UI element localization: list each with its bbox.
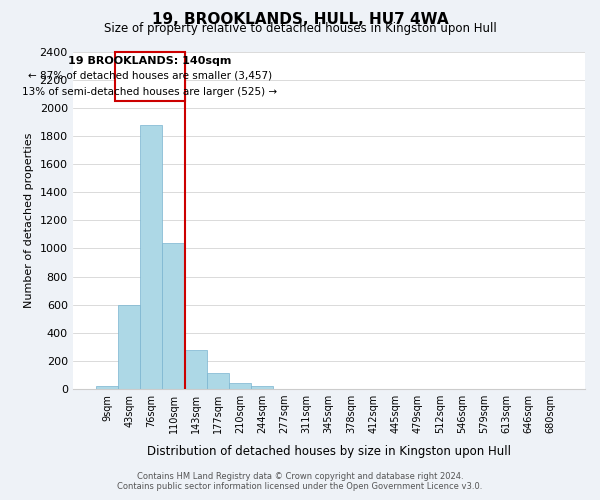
Bar <box>118 304 140 389</box>
Text: ← 87% of detached houses are smaller (3,457): ← 87% of detached houses are smaller (3,… <box>28 70 272 81</box>
Bar <box>140 124 163 389</box>
Bar <box>185 350 207 389</box>
Text: Size of property relative to detached houses in Kingston upon Hull: Size of property relative to detached ho… <box>104 22 496 35</box>
Y-axis label: Number of detached properties: Number of detached properties <box>24 132 34 308</box>
Text: 19 BROOKLANDS: 140sqm: 19 BROOKLANDS: 140sqm <box>68 56 232 66</box>
Bar <box>207 373 229 389</box>
FancyBboxPatch shape <box>115 52 185 102</box>
Text: Contains HM Land Registry data © Crown copyright and database right 2024.
Contai: Contains HM Land Registry data © Crown c… <box>118 472 482 491</box>
Text: 13% of semi-detached houses are larger (525) →: 13% of semi-detached houses are larger (… <box>22 86 277 97</box>
Bar <box>163 243 185 389</box>
Bar <box>229 382 251 389</box>
Text: 19, BROOKLANDS, HULL, HU7 4WA: 19, BROOKLANDS, HULL, HU7 4WA <box>152 12 448 26</box>
Bar <box>96 386 118 389</box>
X-axis label: Distribution of detached houses by size in Kingston upon Hull: Distribution of detached houses by size … <box>147 444 511 458</box>
Bar <box>251 386 274 389</box>
